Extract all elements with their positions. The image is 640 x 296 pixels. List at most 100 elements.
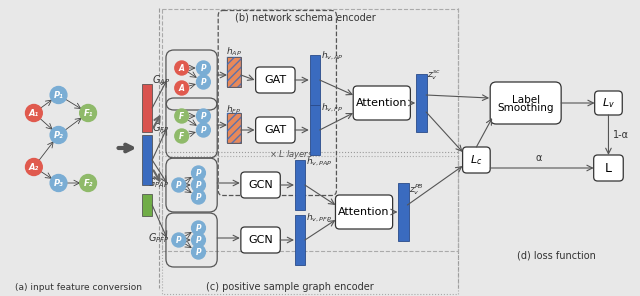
FancyBboxPatch shape [463,147,490,173]
Text: GAT: GAT [264,125,287,135]
Text: P: P [176,181,182,189]
Circle shape [196,75,211,89]
Text: P: P [200,126,206,134]
Text: P: P [196,192,202,202]
Text: (b) network schema encoder: (b) network schema encoder [234,12,375,22]
Text: P: P [176,236,182,244]
Bar [295,160,305,210]
Text: $L_c$: $L_c$ [470,153,483,167]
FancyBboxPatch shape [255,67,295,93]
FancyBboxPatch shape [335,195,392,229]
Circle shape [196,109,211,123]
Circle shape [196,61,211,75]
Text: P: P [196,168,202,178]
Circle shape [26,158,42,176]
Circle shape [191,190,205,204]
Bar [310,105,320,155]
Text: F₂: F₂ [83,178,93,187]
Text: A: A [179,83,185,93]
Text: $z_v^{PB}$: $z_v^{PB}$ [410,183,424,197]
Circle shape [80,104,97,121]
Text: α: α [535,153,541,163]
Circle shape [196,123,211,137]
Text: $G_{AP}$: $G_{AP}$ [152,73,170,87]
FancyBboxPatch shape [594,155,623,181]
Bar [227,113,241,143]
Text: × $L$ layers: × $L$ layers [269,148,313,161]
Circle shape [191,245,205,259]
Text: $z_v^{sc}$: $z_v^{sc}$ [427,68,441,82]
Circle shape [50,175,67,192]
FancyBboxPatch shape [595,91,622,115]
Text: $h_{v,PFP}$: $h_{v,PFP}$ [306,212,332,224]
Text: (a) input feature conversion: (a) input feature conversion [15,283,141,292]
Circle shape [191,178,205,192]
Circle shape [175,61,189,75]
Bar [162,9,458,251]
FancyBboxPatch shape [353,86,410,120]
Text: A: A [179,64,185,73]
Bar [142,135,152,185]
Text: $h_{v,PAP}$: $h_{v,PAP}$ [306,156,333,168]
Bar [310,55,320,105]
Text: A₁: A₁ [29,109,39,118]
Text: Attention: Attention [356,98,408,108]
Text: GCN: GCN [248,235,273,245]
Circle shape [26,104,42,121]
Bar [142,84,152,132]
Circle shape [191,221,205,235]
Text: Attention: Attention [339,207,390,217]
Text: (c) positive sample graph encoder: (c) positive sample graph encoder [206,282,374,292]
Bar [227,57,241,87]
Text: P: P [196,247,202,257]
Text: $h_{AP}$: $h_{AP}$ [226,46,242,58]
Text: F: F [179,112,184,120]
Circle shape [172,178,186,192]
Text: (d) loss function: (d) loss function [516,250,596,260]
Bar [227,57,241,87]
Text: 1-α: 1-α [613,130,629,140]
FancyBboxPatch shape [241,172,280,198]
Text: P: P [200,64,206,73]
Text: P: P [196,181,202,189]
Bar [227,113,241,143]
Circle shape [175,81,189,95]
Circle shape [175,109,189,123]
Text: Smoothing: Smoothing [497,102,554,112]
Bar [416,74,427,132]
Text: P: P [196,223,202,232]
Circle shape [172,233,186,247]
Text: $G_{PAP}$: $G_{PAP}$ [147,176,170,190]
Text: P₂: P₂ [54,131,63,139]
Bar [398,183,409,241]
Text: GAT: GAT [264,75,287,85]
Circle shape [50,86,67,104]
Circle shape [191,233,205,247]
Text: P: P [200,112,206,120]
Circle shape [50,126,67,144]
Text: $h_{v,FP}$: $h_{v,FP}$ [321,102,343,114]
Bar [162,156,458,294]
FancyBboxPatch shape [255,117,295,143]
Text: $h_{v,AP}$: $h_{v,AP}$ [321,50,344,62]
Text: F: F [179,131,184,141]
Circle shape [191,166,205,180]
Text: L: L [605,162,612,175]
FancyBboxPatch shape [241,227,280,253]
Text: $G_{PFP}$: $G_{PFP}$ [148,231,170,245]
Text: P₁: P₁ [54,91,63,99]
Text: $G_{FP}$: $G_{FP}$ [152,121,170,135]
Text: A₂: A₂ [29,163,39,171]
Text: P₃: P₃ [54,178,63,187]
Text: P: P [200,78,206,86]
Bar [142,194,152,216]
Text: F₁: F₁ [83,109,93,118]
Bar [295,215,305,265]
Text: $h_{FP}$: $h_{FP}$ [227,104,241,116]
Circle shape [175,129,189,143]
Text: GCN: GCN [248,180,273,190]
Text: Label: Label [511,94,540,104]
Circle shape [80,175,97,192]
FancyBboxPatch shape [490,82,561,124]
Text: $L_v$: $L_v$ [602,96,615,110]
